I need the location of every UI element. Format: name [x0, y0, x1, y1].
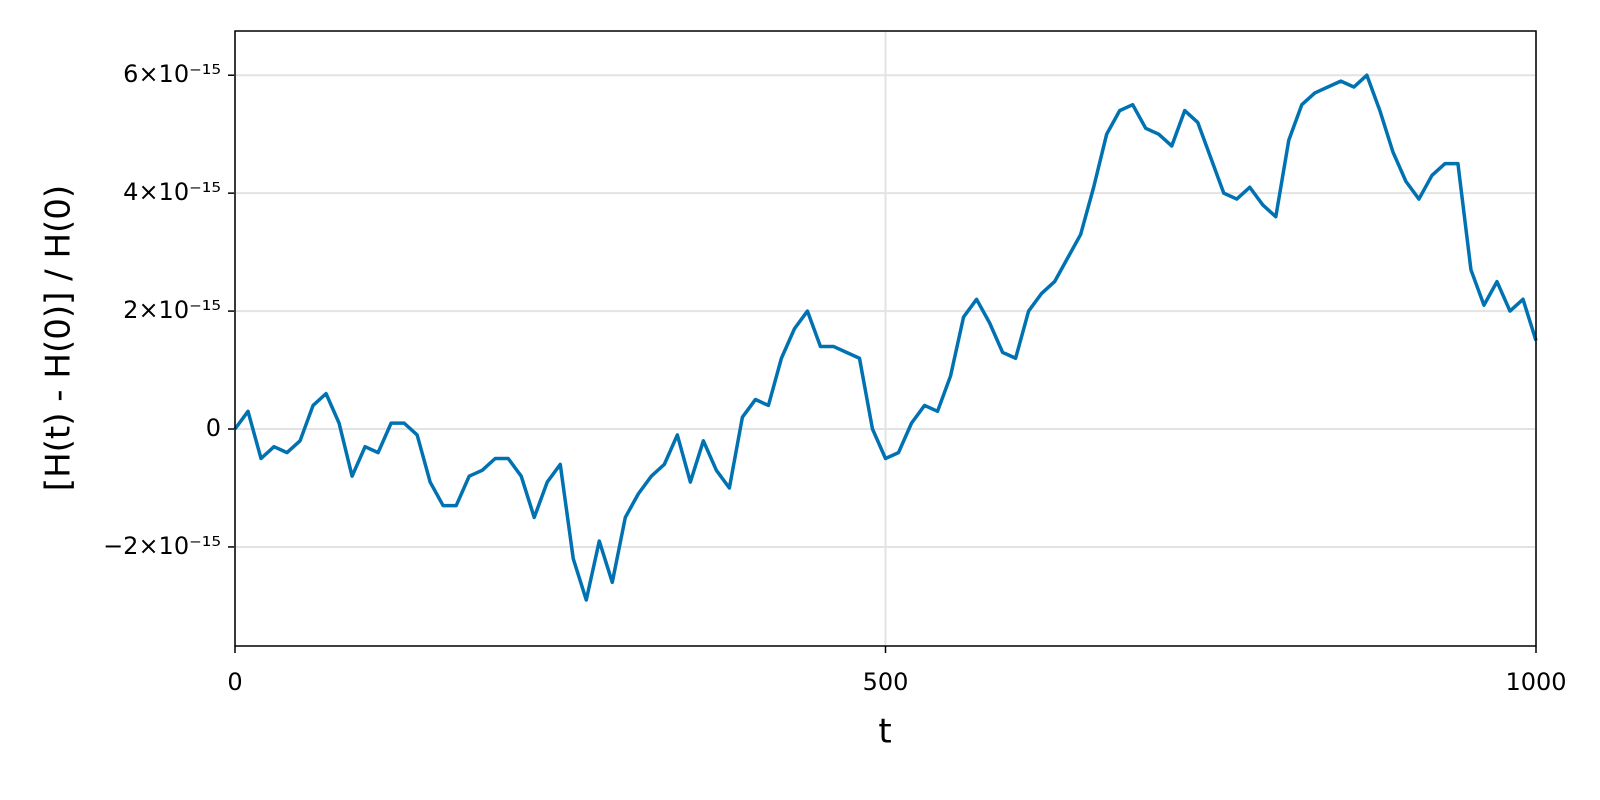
y-axis-title: [H(t) - H(0)] / H(0)	[39, 185, 79, 491]
x-tick-label: 1000	[1505, 668, 1566, 696]
plot-frame	[234, 30, 1537, 647]
x-axis-title: t	[878, 712, 891, 752]
x-tick-label: 500	[863, 668, 909, 696]
y-tick-label: 4×10⁻¹⁵	[123, 178, 221, 206]
line	[233, 73, 1538, 602]
y-tick-label: 0	[206, 414, 221, 442]
x-tick-label: 0	[227, 668, 242, 696]
y-tick-label: 2×10⁻¹⁵	[123, 296, 221, 324]
y-tick-label: 6×10⁻¹⁵	[123, 60, 221, 88]
y-tick-label: −2×10⁻¹⁵	[103, 532, 221, 560]
